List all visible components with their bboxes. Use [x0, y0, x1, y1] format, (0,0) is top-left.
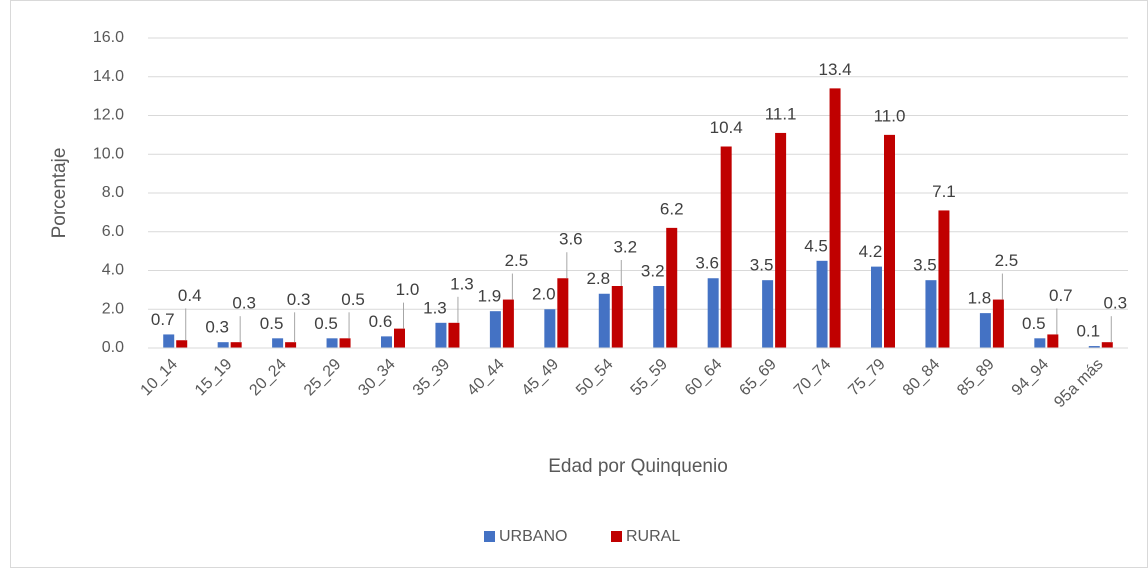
data-label: 4.2 [859, 242, 883, 261]
data-label: 0.5 [314, 314, 338, 333]
data-label: 3.5 [913, 256, 937, 275]
legend-label: RURAL [626, 528, 680, 545]
y-tick-label: 6.0 [102, 223, 124, 240]
data-label: 1.8 [968, 289, 992, 308]
y-tick-label: 4.0 [102, 262, 124, 279]
legend-swatch [484, 531, 495, 542]
y-tick-label: 0.0 [102, 339, 124, 356]
data-label: 3.6 [559, 230, 583, 249]
data-label: 2.5 [505, 251, 529, 270]
bar [1047, 334, 1059, 348]
data-label: 0.4 [178, 286, 202, 305]
y-tick-label: 16.0 [93, 29, 124, 46]
bar [272, 338, 284, 348]
data-label: 3.6 [695, 254, 719, 273]
data-label: 0.7 [1049, 286, 1073, 305]
data-label: 1.3 [450, 274, 474, 293]
data-label: 0.5 [1022, 314, 1046, 333]
bar [1088, 346, 1100, 348]
data-label: 11.0 [874, 106, 906, 125]
bar [285, 342, 297, 348]
bar [816, 260, 828, 348]
bar [666, 227, 678, 348]
bar [163, 334, 175, 348]
data-label: 2.5 [995, 251, 1019, 270]
bar [992, 299, 1004, 348]
bar [611, 286, 623, 348]
bar [544, 309, 556, 348]
bar [979, 313, 991, 348]
data-label: 11.1 [765, 104, 797, 123]
bar [925, 280, 937, 348]
bar [176, 340, 188, 348]
bar [489, 311, 501, 348]
bar [598, 293, 610, 348]
data-label: 3.2 [613, 237, 637, 256]
data-label: 13.4 [819, 60, 852, 79]
y-tick-label: 12.0 [93, 107, 124, 124]
y-tick-label: 10.0 [93, 145, 124, 162]
data-label: 3.2 [641, 261, 665, 280]
data-label: 1.0 [396, 280, 420, 299]
data-label: 0.3 [205, 318, 229, 337]
bar [653, 286, 665, 348]
data-label: 7.1 [932, 182, 956, 201]
data-label: 0.3 [287, 290, 311, 309]
bar [217, 342, 229, 348]
bar [339, 338, 351, 348]
data-label: 0.7 [151, 310, 175, 329]
y-tick-label: 14.0 [93, 68, 124, 85]
y-axis-title: Porcentaje [49, 148, 70, 239]
data-label: 0.3 [232, 294, 256, 313]
bar [884, 134, 895, 348]
bar [829, 88, 841, 348]
y-tick-label: 8.0 [102, 184, 124, 201]
bar [557, 278, 569, 348]
bar [1101, 342, 1113, 348]
bar [448, 322, 460, 348]
data-label: 0.5 [260, 314, 284, 333]
bar [502, 299, 514, 348]
bar [230, 342, 242, 348]
data-label: 10.4 [710, 118, 743, 137]
bar [326, 338, 338, 348]
data-label: 2.0 [532, 285, 556, 304]
bar [707, 278, 719, 348]
bar [762, 280, 774, 348]
y-tick-label: 2.0 [102, 300, 124, 317]
bar [435, 322, 447, 348]
x-axis-title: Edad por Quinquenio [548, 456, 728, 477]
data-label: 0.6 [369, 312, 393, 331]
data-label: 4.5 [804, 236, 828, 255]
data-label: 6.2 [660, 199, 684, 218]
data-label: 0.3 [1103, 294, 1127, 313]
data-label: 0.5 [341, 290, 365, 309]
bar [1034, 338, 1046, 348]
bar [775, 132, 787, 348]
data-label: 0.1 [1076, 322, 1100, 341]
data-label: 2.8 [586, 269, 610, 288]
data-label: 3.5 [750, 256, 774, 275]
chart-frame [10, 0, 1148, 568]
bar [394, 328, 405, 348]
legend-label: URBANO [499, 528, 567, 545]
bar [720, 146, 732, 348]
bar [938, 210, 950, 348]
legend-swatch [611, 531, 622, 542]
data-label: 1.3 [423, 298, 447, 317]
bar [871, 266, 882, 348]
bar [381, 336, 392, 348]
data-label: 1.9 [478, 287, 502, 306]
